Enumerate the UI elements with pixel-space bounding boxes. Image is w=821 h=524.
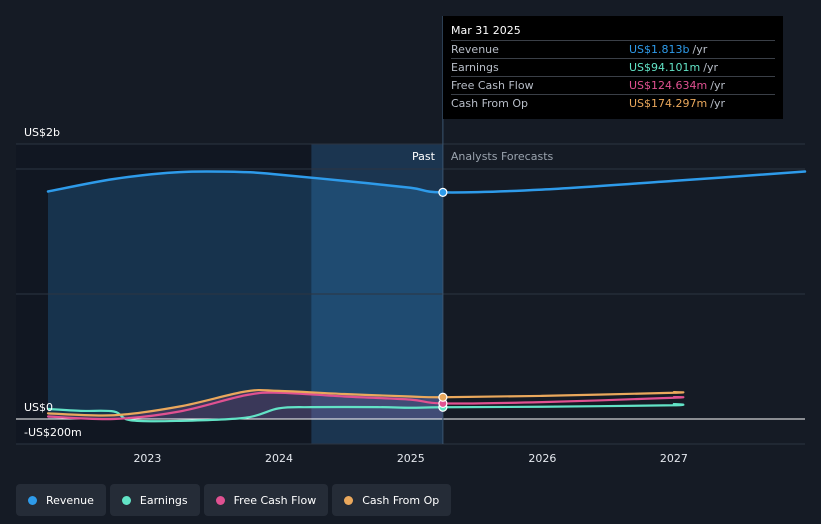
tooltip-unit: /yr [692,43,708,56]
y-tick-label: US$2b [24,126,60,139]
tooltip-unit: /yr [710,79,725,92]
x-tick-label: 2024 [265,452,293,465]
tooltip-row-earnings: Earnings US$94.101m /yr [451,59,775,77]
x-tick-label: 2025 [397,452,425,465]
x-tick-label: 2023 [133,452,161,465]
y-tick-label: US$0 [24,401,53,414]
legend-dot-icon [215,495,225,505]
tooltip-unit: /yr [710,97,725,110]
legend-dot-icon [28,495,37,505]
legend-label: Earnings [139,493,188,507]
tooltip-label: Cash From Op [451,97,529,110]
tooltip-label: Earnings [451,61,499,74]
legend-item-revenue[interactable]: Revenue [16,484,106,516]
legend-label: Free Cash Flow [233,493,317,507]
tooltip-row-revenue: Revenue US$1.813b /yr [451,41,775,59]
legend-label: Cash From Op [362,493,440,507]
legend-dot-icon [344,495,354,505]
past-label: Past [412,150,436,163]
series-line-revenue [46,170,807,194]
tooltip-label: Revenue [451,43,499,56]
data-tooltip: Mar 31 2025 Revenue US$1.813b /yr Earnin… [443,16,783,119]
tooltip-row-cash-from-op: Cash From Op US$174.297m /yr [451,95,775,112]
legend-label: Revenue [46,493,94,507]
forecast-label: Analysts Forecasts [451,150,554,163]
series-line-cash-from-op [46,388,685,417]
tooltip-label: Free Cash Flow [451,79,534,92]
tooltip-value: US$1.813b [629,43,690,56]
chart-legend: Revenue Earnings Free Cash Flow Cash Fro… [16,484,452,516]
legend-item-earnings[interactable]: Earnings [109,484,200,516]
tooltip-value: US$94.101m [629,61,701,74]
revenue-area [48,171,443,419]
legend-item-cash-from-op[interactable]: Cash From Op [332,484,452,516]
data-point-revenue [438,187,448,197]
y-tick-label: -US$200m [24,426,82,439]
series-line-free-cash-flow [46,391,685,421]
tooltip-value: US$124.634m [629,79,708,92]
tooltip-value: US$174.297m [629,97,708,110]
x-tick-label: 2026 [528,452,556,465]
series-line-earnings [46,402,685,423]
tooltip-date: Mar 31 2025 [451,22,775,41]
data-point-cash-from-op [438,392,448,402]
tooltip-unit: /yr [703,61,718,74]
legend-item-free-cash-flow[interactable]: Free Cash Flow [203,484,329,516]
x-tick-label: 2027 [660,452,688,465]
tooltip-row-free-cash-flow: Free Cash Flow US$124.634m /yr [451,77,775,95]
legend-dot-icon [121,495,131,505]
